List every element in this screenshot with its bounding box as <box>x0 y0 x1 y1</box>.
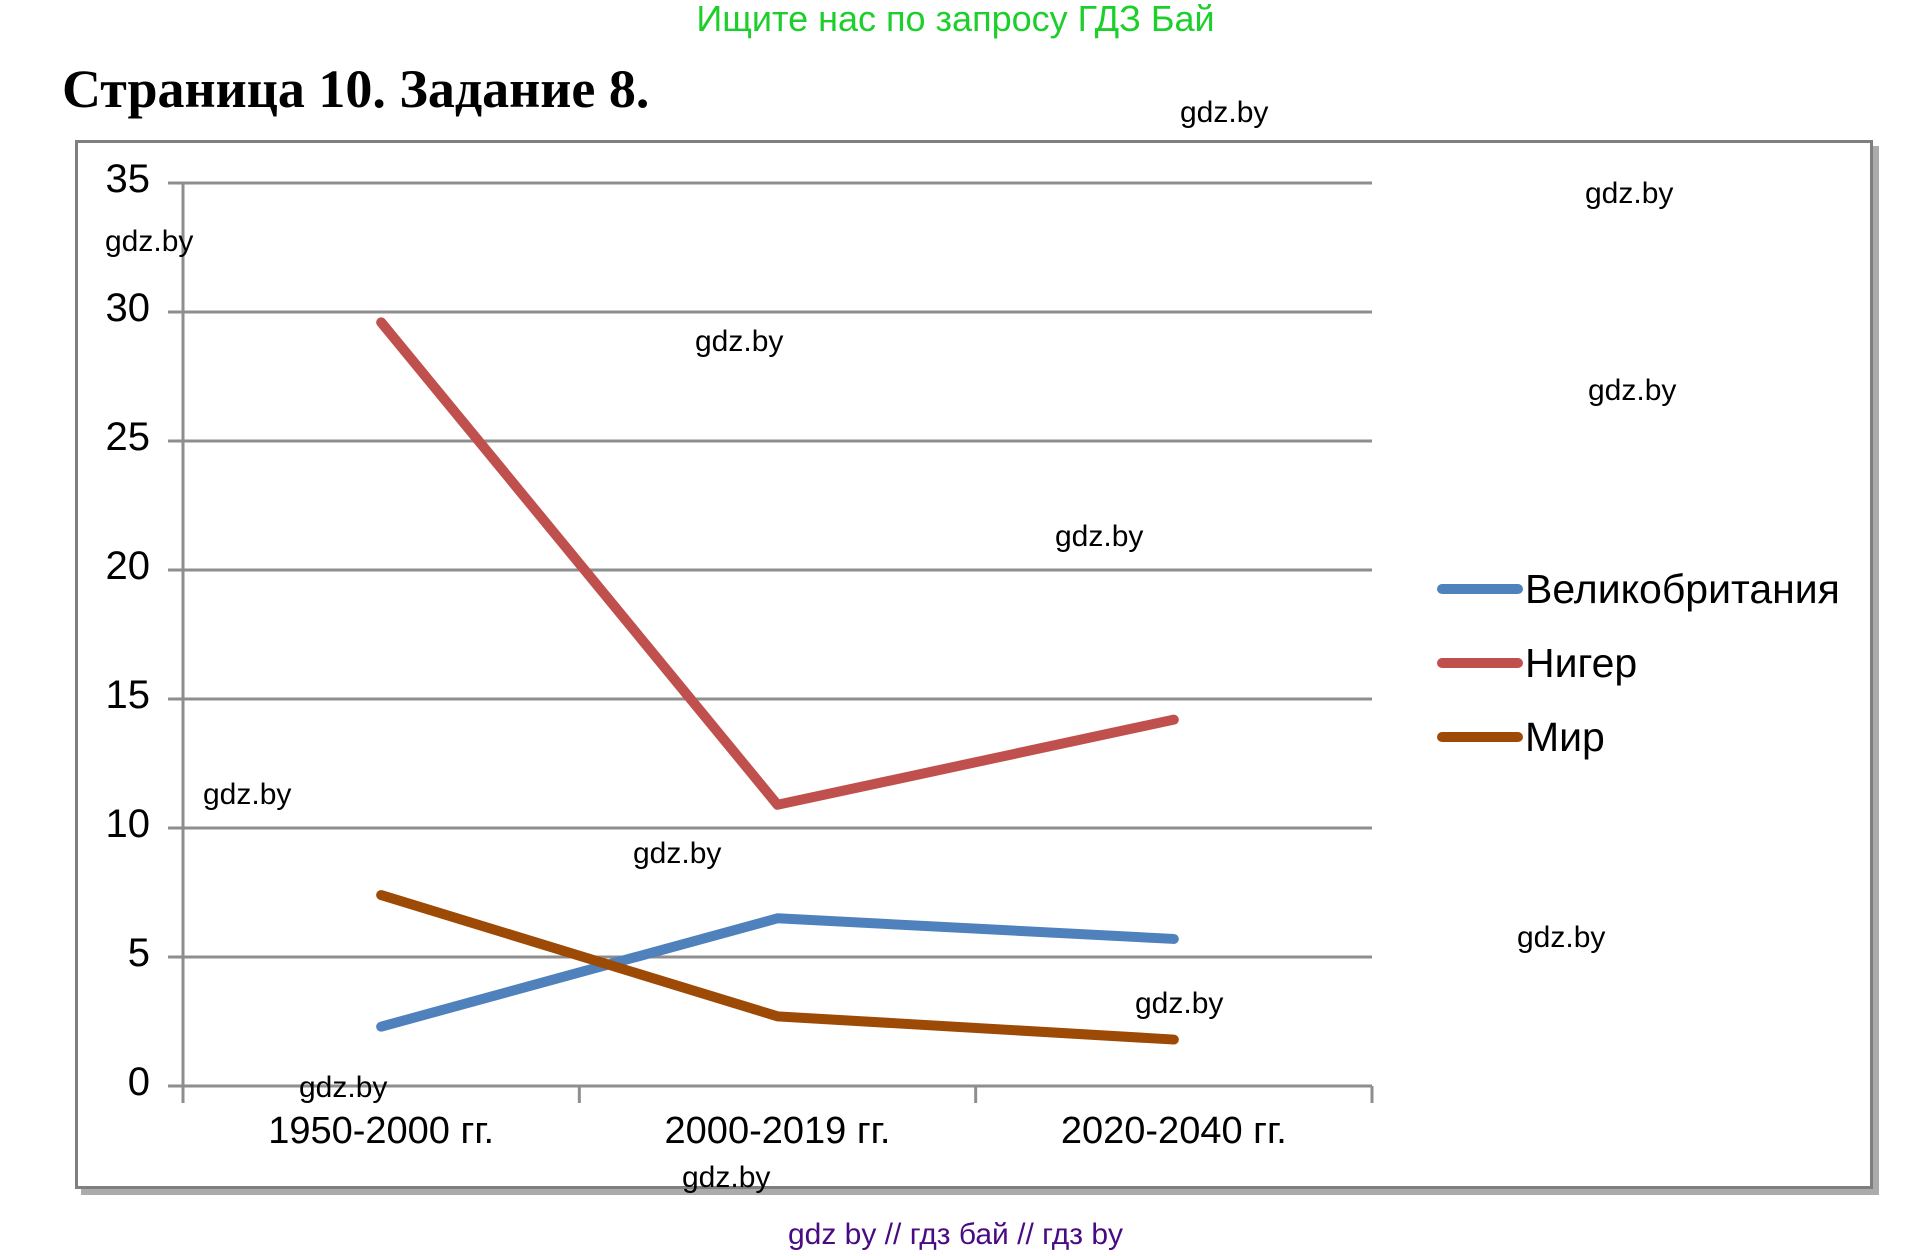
gdzby-watermark: gdz.by <box>1585 177 1674 210</box>
y-tick-label-25: 25 <box>105 415 151 459</box>
gdzby-watermark: gdz.by <box>203 778 292 811</box>
legend-label: Нигер <box>1525 639 1638 686</box>
gdzby-watermark: gdz.by <box>299 1071 388 1104</box>
legend-item-Великобритания: Великобритания <box>1437 565 1840 613</box>
series-line-Мир <box>376 890 1179 1045</box>
x-category-label: 2020-2040 гг. <box>1060 1110 1287 1152</box>
y-tick-label-10: 10 <box>105 802 151 846</box>
y-tick-label-30: 30 <box>105 286 151 330</box>
gdzby-watermark: gdz.by <box>1055 520 1144 553</box>
gdzby-watermark: gdz.by <box>682 1161 771 1194</box>
legend-item-Мир: Мир <box>1437 713 1840 761</box>
gdzby-watermark: gdz.by <box>695 325 784 358</box>
y-tick-label-20: 20 <box>105 544 151 588</box>
gdzby-watermark: gdz.by <box>1135 987 1224 1020</box>
promo-banner: Ищите нас по запросу ГДЗ Бай <box>696 0 1215 39</box>
gdzby-watermark: gdz.by <box>1180 96 1269 129</box>
gdzby-watermark: gdz.by <box>105 225 194 258</box>
y-tick-label-5: 5 <box>127 931 150 975</box>
legend-label: Мир <box>1525 713 1605 760</box>
x-category-label: 1950-2000 гг. <box>268 1110 495 1152</box>
gdzby-watermark: gdz.by <box>633 837 722 870</box>
legend-label: Великобритания <box>1525 565 1840 612</box>
page-title: Страница 10. Задание 8. <box>62 59 650 119</box>
series-line-Нигер <box>376 317 1179 810</box>
x-category-label: 2000-2019 гг. <box>664 1110 891 1152</box>
chart-legend: Великобритания Нигер Мир <box>1437 565 1840 787</box>
footer-links: gdz by // гдз бай // гдз by <box>787 1218 1124 1251</box>
y-tick-label-35: 35 <box>105 157 151 201</box>
gdzby-watermark: gdz.by <box>1588 374 1677 407</box>
series-line-Великобритания <box>376 913 1179 1032</box>
gdzby-watermark: gdz.by <box>1517 921 1606 954</box>
y-tick-label-15: 15 <box>105 673 151 717</box>
legend-swatch-icon <box>1437 584 1523 594</box>
legend-swatch-icon <box>1437 658 1523 668</box>
legend-swatch-icon <box>1437 732 1523 742</box>
y-tick-label-0: 0 <box>127 1060 150 1104</box>
chart-frame <box>75 140 1873 1189</box>
legend-item-Нигер: Нигер <box>1437 639 1840 687</box>
